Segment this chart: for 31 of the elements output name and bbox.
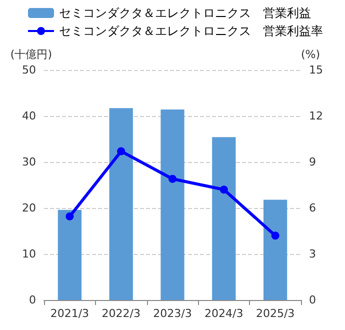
x-tick-label: 2023/3 bbox=[153, 307, 192, 320]
y2-tick-label: 9 bbox=[309, 156, 316, 168]
y-tick-label: 20 bbox=[22, 202, 36, 214]
y-tick-label: 40 bbox=[22, 110, 36, 122]
bar bbox=[263, 200, 288, 300]
bar bbox=[160, 110, 184, 300]
y-tick-label: 50 bbox=[22, 64, 36, 76]
x-tick-label: 2021/3 bbox=[50, 307, 90, 320]
x-tick-label: 2022/3 bbox=[102, 307, 140, 320]
point bbox=[117, 147, 126, 156]
legend-label: セミコンダクタ＆エレクトロニクス 営業利益率 bbox=[59, 24, 323, 38]
point bbox=[66, 212, 74, 220]
y2-tick-label: 6 bbox=[309, 202, 316, 214]
y-tick-label: 10 bbox=[22, 248, 36, 260]
y-tick-label: 0 bbox=[29, 294, 36, 306]
bar bbox=[109, 108, 133, 300]
x-tick-label: 2024/3 bbox=[204, 307, 244, 320]
y-tick-label: 30 bbox=[22, 156, 36, 168]
point bbox=[271, 232, 280, 240]
legend-label: セミコンダクタ＆エレクトロニクス 営業利益 bbox=[59, 6, 311, 20]
point bbox=[220, 186, 228, 194]
y2-tick-label: 3 bbox=[309, 248, 316, 260]
y2-tick-label: 15 bbox=[309, 64, 323, 76]
x-tick-label: 2025/3 bbox=[256, 307, 295, 320]
point bbox=[168, 174, 176, 183]
y2-tick-label: 12 bbox=[309, 110, 323, 122]
y2-tick-label: 0 bbox=[309, 294, 316, 306]
bar bbox=[212, 137, 236, 300]
bar bbox=[58, 210, 82, 300]
y2-axis-title: (%) bbox=[301, 48, 320, 61]
y-axis-title: (十億円) bbox=[10, 48, 52, 61]
